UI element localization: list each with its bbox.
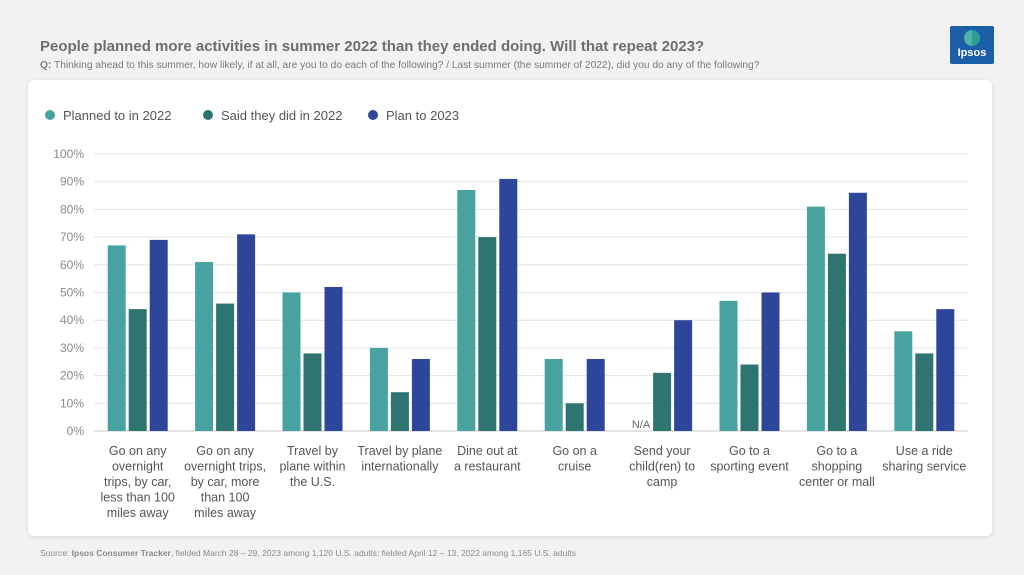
x-category-label: Send your <box>634 444 691 458</box>
legend-label: Plan to 2023 <box>386 108 459 123</box>
y-tick-label: 40% <box>60 313 84 327</box>
x-category-label: than 100 <box>201 491 250 505</box>
legend-marker <box>203 110 213 120</box>
bar <box>237 234 256 431</box>
bar <box>457 190 476 431</box>
bar <box>149 239 168 431</box>
x-category-label: miles away <box>194 506 257 520</box>
ipsos-logo-text: Ipsos <box>957 47 987 59</box>
chart-card: 0% 10% 20% 30% 40% 50% 60% 70% 80% 90% 100% Planned… <box>28 80 992 536</box>
x-category-label: Dine out at <box>457 444 518 458</box>
x-category-label: cruise <box>558 460 591 474</box>
source-name: Ipsos Consumer Tracker <box>71 548 171 558</box>
x-category-label: Go on a <box>552 444 597 458</box>
y-tick-label: 70% <box>60 230 84 244</box>
legend-marker <box>368 110 378 120</box>
bar <box>107 245 126 431</box>
bar <box>740 364 759 431</box>
bar <box>324 286 343 431</box>
y-tick-label: 60% <box>60 258 84 272</box>
ipsos-logo: Ipsos <box>950 26 994 64</box>
bar <box>128 309 147 431</box>
x-category-label: child(ren) to <box>629 460 695 474</box>
y-tick-label: 90% <box>60 175 84 189</box>
legend-label: Said they did in 2022 <box>221 108 342 123</box>
x-category-label: internationally <box>361 460 439 474</box>
bar <box>915 353 934 431</box>
bar <box>544 358 563 431</box>
x-category-label: Travel by <box>287 444 339 458</box>
y-tick-label: 50% <box>60 286 84 300</box>
x-category-label: overnight <box>112 460 164 474</box>
bar-chart: 0% 10% 20% 30% 40% 50% 60% 70% 80% 90% 100% Planned… <box>45 108 968 520</box>
x-category-label: center or mall <box>799 475 875 489</box>
question-prefix: Q: <box>40 60 52 71</box>
bar <box>303 353 322 431</box>
bar <box>848 192 867 431</box>
x-category-label: plane within <box>279 460 345 474</box>
question-text: Thinking ahead to this summer, how likel… <box>51 60 760 71</box>
y-tick-label: 30% <box>60 341 84 355</box>
x-category-label: less than 100 <box>101 491 175 505</box>
source-prefix: Source: <box>40 548 72 558</box>
bar <box>499 178 518 431</box>
x-category-label: Go on any <box>109 444 167 458</box>
bar <box>827 253 846 431</box>
legend-label: Planned to in 2022 <box>63 108 171 123</box>
bar <box>806 206 825 431</box>
y-tick-label: 20% <box>60 369 84 383</box>
bar <box>411 358 430 431</box>
bar <box>195 262 214 431</box>
bar <box>761 292 780 431</box>
bar <box>674 320 693 431</box>
source-note: Source: Ipsos Consumer Tracker, fielded … <box>40 548 576 558</box>
x-category-label: Go to a <box>729 444 770 458</box>
x-category-label: overnight trips, <box>184 460 266 474</box>
y-tick-label: 0% <box>67 424 85 438</box>
bar <box>369 347 388 431</box>
y-tick-label: 10% <box>60 396 84 410</box>
x-category-label: camp <box>647 475 678 489</box>
ipsos-logo-mark <box>964 30 980 46</box>
bar <box>653 372 672 431</box>
bar <box>586 358 605 431</box>
bar <box>390 392 409 431</box>
source-details: , fielded March 28 – 29, 2023 among 1,12… <box>170 548 576 558</box>
bar <box>565 403 584 431</box>
legend-marker <box>45 110 55 120</box>
x-category-label: by car, more <box>191 475 260 489</box>
x-category-label: Go on any <box>196 444 254 458</box>
bar <box>282 292 301 431</box>
y-tick-label: 100% <box>53 147 84 161</box>
bar <box>719 300 738 431</box>
x-category-label: Go to a <box>816 444 857 458</box>
x-category-label: sporting event <box>710 460 789 474</box>
y-tick-label: 80% <box>60 202 84 216</box>
page-title: People planned more activities in summer… <box>40 38 705 55</box>
bar <box>478 237 497 431</box>
x-category-label: Use a ride <box>896 444 953 458</box>
bar <box>894 331 913 431</box>
survey-question: Q: Thinking ahead to this summer, how li… <box>40 60 759 71</box>
x-category-label: Travel by plane <box>357 444 442 458</box>
na-label: N/A <box>632 419 651 431</box>
x-category-label: sharing service <box>882 460 966 474</box>
x-category-label: trips, by car, <box>104 475 171 489</box>
x-category-label: shopping <box>812 460 863 474</box>
bar <box>936 309 955 431</box>
bar <box>216 303 235 431</box>
x-category-label: a restaurant <box>454 460 521 474</box>
x-category-label: the U.S. <box>290 475 335 489</box>
x-category-label: miles away <box>107 506 170 520</box>
